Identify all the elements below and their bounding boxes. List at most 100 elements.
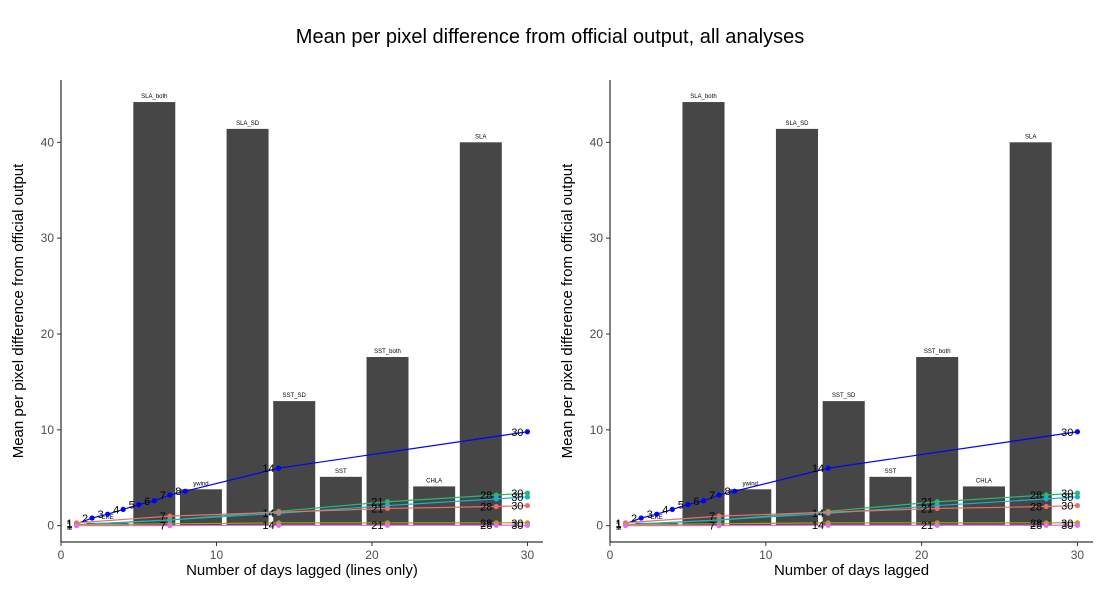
y-tick-label: 10	[41, 423, 55, 437]
series-point	[825, 509, 831, 515]
series-line	[625, 496, 1078, 526]
bar-label: SST_SD	[832, 393, 856, 399]
x-tick-label: 10	[759, 548, 773, 562]
point-label: 7	[160, 490, 166, 502]
series-point	[700, 498, 707, 504]
bar	[962, 486, 1005, 526]
point-label: 30	[511, 492, 523, 504]
series-point	[89, 515, 95, 521]
point-label: 30	[1061, 492, 1073, 504]
point-label: 5	[129, 500, 135, 512]
bar-label: SST_both	[374, 349, 401, 355]
y-tick-label: 30	[590, 231, 604, 245]
bar	[869, 476, 912, 526]
series-point	[384, 499, 391, 505]
series-point	[1074, 429, 1081, 435]
series-point	[167, 523, 173, 529]
point-label: 28	[480, 502, 492, 514]
x-tick-label: 20	[915, 548, 929, 562]
series-point	[1074, 502, 1081, 509]
series-point	[524, 494, 531, 500]
point-label: 30	[1061, 501, 1073, 513]
point-label: 14	[812, 520, 824, 532]
x-axis-title: Number of days lagged (lines only)	[186, 562, 418, 579]
y-tick-label: 40	[41, 135, 55, 149]
series-point	[73, 523, 80, 529]
series-point	[1043, 496, 1049, 502]
bar	[729, 489, 772, 526]
bar-label: SLA_both	[690, 94, 716, 100]
point-label: 28	[1030, 520, 1042, 532]
y-tick-label: 30	[41, 231, 55, 245]
point-label: 14	[262, 520, 274, 532]
point-label: 3	[98, 509, 104, 521]
x-axis-title: Number of days lagged	[774, 562, 929, 579]
point-label: 21	[371, 503, 383, 515]
bar	[366, 357, 409, 526]
point-label: 30	[511, 520, 523, 532]
point-label: 14	[812, 463, 824, 475]
series-point	[524, 522, 531, 528]
series-point	[638, 515, 644, 521]
point-label: 30	[511, 427, 523, 439]
bar	[226, 128, 269, 526]
series-point	[276, 465, 282, 471]
series-point	[934, 499, 940, 505]
y-axis-title: Mean per pixel difference from official …	[10, 163, 27, 458]
bar-label: ywind	[193, 481, 208, 487]
bar-label: SLA_SD	[236, 121, 260, 127]
series-point	[934, 522, 940, 528]
y-tick-label: 0	[47, 519, 54, 533]
point-label: 2	[82, 513, 88, 525]
series-line	[625, 522, 1078, 526]
bar-label: CHLA	[426, 478, 442, 484]
bar	[179, 489, 222, 526]
point-label: 7	[709, 511, 715, 523]
series-point	[167, 513, 173, 519]
point-label: 6	[693, 496, 699, 508]
series-point	[493, 522, 499, 528]
bar	[319, 476, 362, 526]
point-label: 1	[615, 518, 621, 530]
series-point	[1043, 522, 1049, 528]
series-point	[167, 492, 173, 498]
point-label: 30	[1061, 520, 1073, 532]
series-line	[76, 504, 528, 524]
point-label: 1	[615, 521, 621, 533]
bar-label: SST_SD	[283, 393, 307, 399]
series-point	[167, 517, 173, 523]
bar-label: SST_both	[924, 349, 951, 355]
point-label: 14	[262, 508, 274, 520]
series-point	[716, 517, 722, 523]
series-point	[384, 505, 391, 512]
point-label: 30	[511, 501, 523, 513]
point-label: 6	[144, 496, 150, 508]
point-label: 8	[725, 486, 731, 498]
y-tick-label: 0	[596, 519, 603, 533]
series-line	[76, 522, 528, 526]
bar-label: EKE	[651, 515, 663, 521]
series-point	[105, 511, 111, 517]
series-point	[182, 488, 188, 494]
series-point	[120, 506, 126, 513]
series-point	[1074, 490, 1081, 496]
point-label: 28	[480, 518, 492, 530]
series-line	[76, 496, 528, 526]
series-point	[622, 523, 629, 529]
series-point	[825, 465, 831, 471]
series-point	[276, 509, 282, 515]
y-tick-label: 20	[41, 327, 55, 341]
bar-label: SLA	[475, 134, 486, 140]
series-line	[625, 431, 1078, 525]
series-point	[493, 496, 499, 502]
series-point	[669, 506, 675, 513]
series-point	[151, 498, 157, 504]
point-label: 28	[1030, 518, 1042, 530]
series-point	[685, 502, 691, 508]
point-label: 21	[921, 503, 933, 515]
bar-label: SLA_both	[141, 94, 167, 100]
series-point	[493, 492, 499, 498]
bar	[916, 357, 959, 526]
